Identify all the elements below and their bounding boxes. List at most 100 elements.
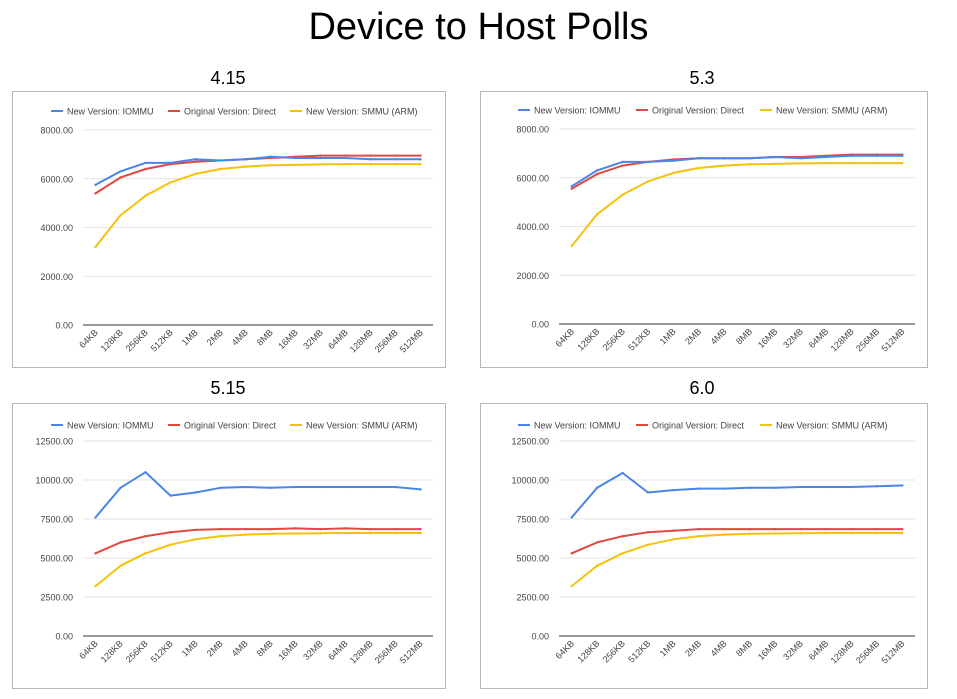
data-point-smmu bbox=[875, 161, 879, 165]
data-point-iommu bbox=[119, 170, 122, 173]
data-point-direct bbox=[595, 541, 599, 544]
y-tick-label: 7500.00 bbox=[40, 515, 73, 525]
x-tick-label: 512KB bbox=[149, 327, 175, 353]
data-point-iommu bbox=[646, 160, 650, 164]
y-tick-label: 4000.00 bbox=[516, 222, 549, 232]
y-tick-label: 2500.00 bbox=[40, 593, 73, 603]
data-point-smmu bbox=[369, 531, 372, 535]
x-tick-label: 256KB bbox=[124, 327, 150, 353]
y-tick-label: 12500.00 bbox=[35, 437, 73, 447]
data-point-smmu bbox=[219, 167, 222, 171]
x-tick-label: 256KB bbox=[124, 638, 150, 664]
data-point-smmu bbox=[269, 164, 272, 167]
data-point-smmu bbox=[697, 534, 701, 538]
chart-svg: New Version: IOMMU Original Version: Dire… bbox=[511, 421, 915, 666]
data-point-smmu bbox=[294, 163, 297, 167]
legend-label-iommu: New Version: IOMMU bbox=[67, 107, 154, 117]
data-point-iommu bbox=[672, 159, 675, 162]
data-point-iommu bbox=[595, 169, 599, 172]
x-tick-label: 512MB bbox=[398, 327, 425, 354]
chart-title-5-15: 5.15 bbox=[210, 378, 246, 398]
data-point-iommu bbox=[269, 486, 272, 489]
data-point-direct bbox=[294, 527, 297, 530]
legend-label-direct: Original Version: Direct bbox=[184, 421, 277, 431]
legend-label-direct: Original Version: Direct bbox=[652, 106, 745, 116]
data-point-iommu bbox=[850, 485, 853, 489]
data-point-direct bbox=[219, 527, 222, 531]
data-point-direct bbox=[621, 534, 624, 538]
data-point-iommu bbox=[94, 516, 97, 519]
data-point-smmu bbox=[119, 564, 122, 567]
data-point-iommu bbox=[723, 157, 726, 160]
data-point-smmu bbox=[94, 245, 97, 249]
x-tick-label: 64KB bbox=[77, 327, 100, 350]
series-line-iommu bbox=[95, 155, 421, 186]
data-point-direct bbox=[344, 154, 347, 157]
y-tick-label: 0.00 bbox=[55, 632, 73, 642]
series-line-direct bbox=[94, 154, 421, 195]
data-point-smmu bbox=[319, 163, 322, 166]
chart-title-5-3: 5.3 bbox=[689, 68, 715, 88]
data-point-direct bbox=[697, 527, 701, 531]
data-point-iommu bbox=[697, 157, 701, 160]
data-point-iommu bbox=[748, 486, 751, 489]
data-point-smmu bbox=[570, 244, 573, 248]
x-tick-label: 512KB bbox=[626, 326, 652, 352]
x-tick-label: 32MB bbox=[301, 327, 325, 351]
data-point-smmu bbox=[773, 532, 777, 535]
data-point-direct bbox=[394, 154, 397, 157]
data-point-direct bbox=[94, 192, 97, 195]
y-tick-label: 8000.00 bbox=[516, 125, 549, 135]
data-point-iommu bbox=[169, 161, 172, 165]
data-point-direct bbox=[344, 527, 347, 530]
data-point-iommu bbox=[875, 485, 879, 488]
x-tick-label: 8MB bbox=[734, 638, 754, 658]
data-point-iommu bbox=[244, 158, 247, 161]
data-point-direct bbox=[773, 527, 777, 531]
legend-label-iommu: New Version: IOMMU bbox=[534, 421, 621, 431]
x-tick-label: 1MB bbox=[180, 327, 200, 347]
data-point-iommu bbox=[646, 491, 650, 494]
data-point-iommu bbox=[194, 491, 197, 494]
data-point-direct bbox=[319, 154, 322, 157]
series-line-smmu bbox=[94, 163, 421, 248]
legend-label-iommu: New Version: IOMMU bbox=[67, 421, 154, 431]
x-tick-label: 64KB bbox=[77, 638, 100, 661]
data-point-direct bbox=[319, 527, 322, 531]
x-tick-label: 64MB bbox=[807, 326, 831, 350]
data-point-iommu bbox=[219, 486, 222, 489]
data-point-smmu bbox=[570, 584, 573, 588]
data-point-smmu bbox=[344, 162, 347, 166]
data-point-iommu bbox=[850, 154, 853, 158]
data-point-iommu bbox=[344, 485, 347, 489]
data-point-smmu bbox=[646, 180, 650, 183]
x-tick-label: 128MB bbox=[829, 326, 856, 353]
data-point-iommu bbox=[570, 185, 573, 188]
data-point-smmu bbox=[824, 161, 828, 165]
x-tick-label: 32MB bbox=[781, 638, 805, 662]
legend-label-smmu: New Version: SMMU (ARM) bbox=[306, 107, 418, 117]
y-tick-label: 5000.00 bbox=[40, 554, 73, 564]
series-line-iommu bbox=[570, 472, 903, 519]
data-point-iommu bbox=[169, 494, 172, 497]
data-point-direct bbox=[824, 527, 828, 531]
data-point-iommu bbox=[369, 485, 372, 489]
series-line-direct bbox=[95, 527, 421, 555]
data-point-smmu bbox=[672, 171, 675, 175]
chart-title-6-0: 6.0 bbox=[689, 378, 715, 398]
data-point-direct bbox=[646, 531, 650, 534]
data-point-smmu bbox=[850, 531, 853, 535]
data-point-iommu bbox=[194, 158, 197, 161]
x-tick-label: 8MB bbox=[255, 327, 275, 347]
legend-label-direct: Original Version: Direct bbox=[652, 421, 745, 431]
data-point-iommu bbox=[621, 160, 624, 164]
data-point-smmu bbox=[850, 161, 853, 165]
x-tick-label: 512MB bbox=[879, 326, 906, 353]
data-point-smmu bbox=[723, 533, 726, 536]
x-tick-label: 4MB bbox=[709, 638, 729, 658]
data-point-smmu bbox=[595, 213, 599, 216]
y-tick-label: 4000.00 bbox=[40, 223, 73, 233]
data-point-iommu bbox=[344, 156, 347, 160]
data-point-smmu bbox=[773, 162, 777, 166]
data-point-iommu bbox=[799, 485, 802, 489]
